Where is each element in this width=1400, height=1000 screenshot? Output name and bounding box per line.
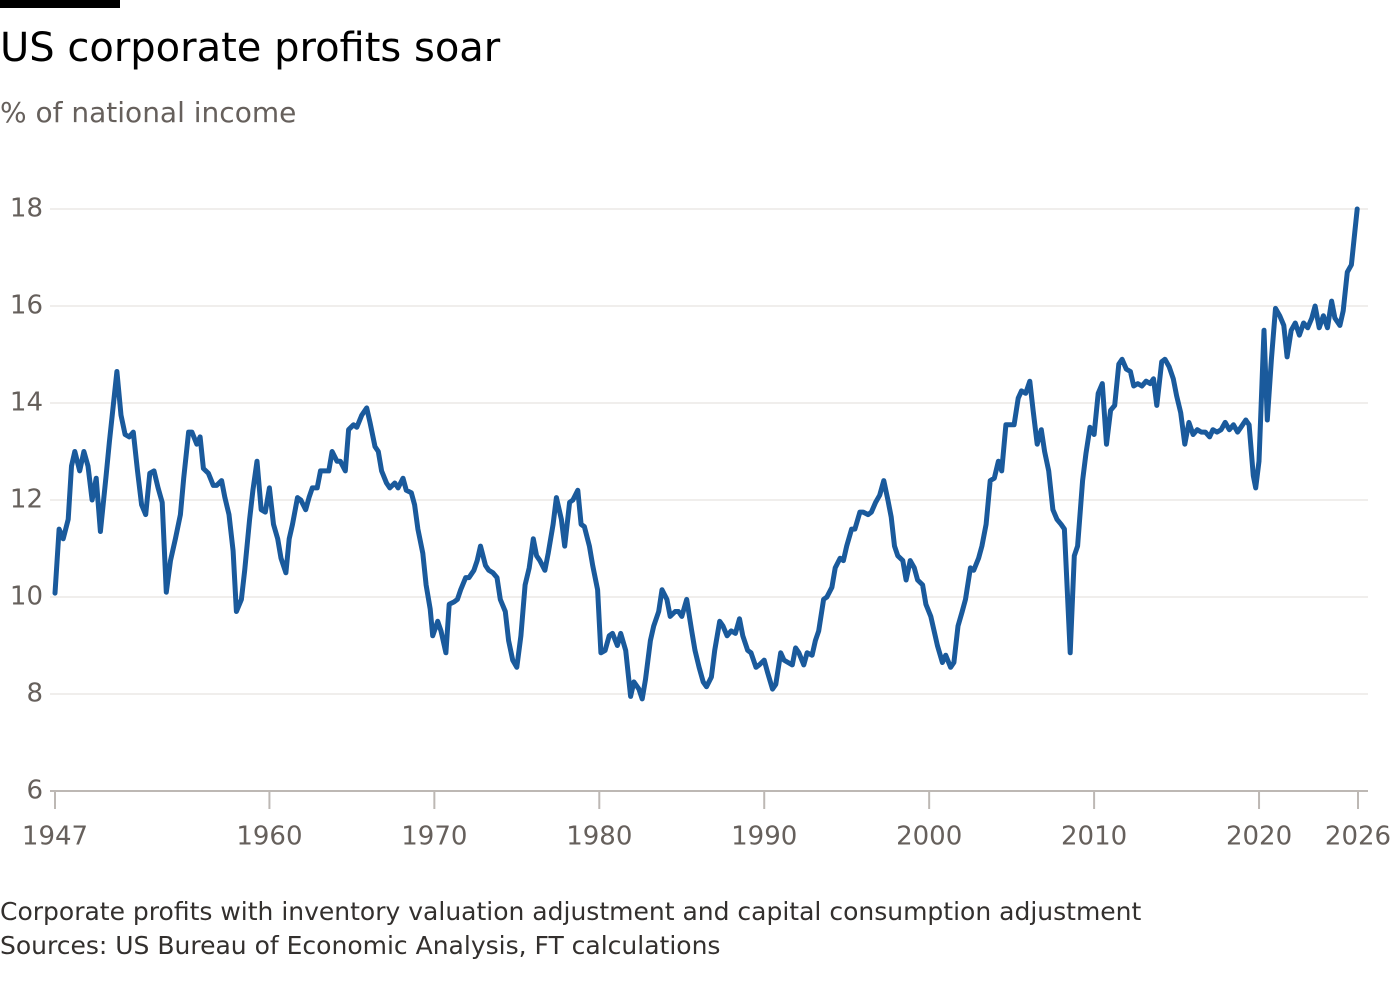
- x-tick-label: 2000: [896, 822, 962, 852]
- brand-bar: [0, 0, 120, 8]
- chart-source: Sources: US Bureau of Economic Analysis,…: [0, 931, 720, 960]
- x-tick-label: 1947: [22, 822, 88, 852]
- chart-note: Corporate profits with inventory valuati…: [0, 897, 1142, 926]
- chart-title: US corporate profits soar: [0, 25, 501, 71]
- y-tick-label: 10: [10, 582, 43, 612]
- x-tick-label: 1990: [731, 822, 797, 852]
- plot-area: 6 8 10 12 14 16 18 1947 1960 1970 1980 1990 2000 2010…: [10, 194, 1391, 852]
- y-tick-label: 6: [26, 776, 43, 806]
- x-tick-label: 2026: [1325, 822, 1391, 852]
- chart-subtitle: % of national income: [0, 96, 296, 129]
- x-tick-label: 2020: [1226, 822, 1292, 852]
- y-tick-label: 18: [10, 194, 43, 224]
- x-tick-label: 1960: [236, 822, 302, 852]
- x-tick-label: 2010: [1061, 822, 1127, 852]
- y-tick-label: 14: [10, 388, 43, 418]
- y-tick-label: 16: [10, 291, 43, 321]
- data-line: [52, 206, 1360, 702]
- y-tick-label: 8: [26, 679, 43, 709]
- y-tick-label: 12: [10, 485, 43, 515]
- x-tick-label: 1980: [566, 822, 632, 852]
- x-tick-label: 1970: [401, 822, 467, 852]
